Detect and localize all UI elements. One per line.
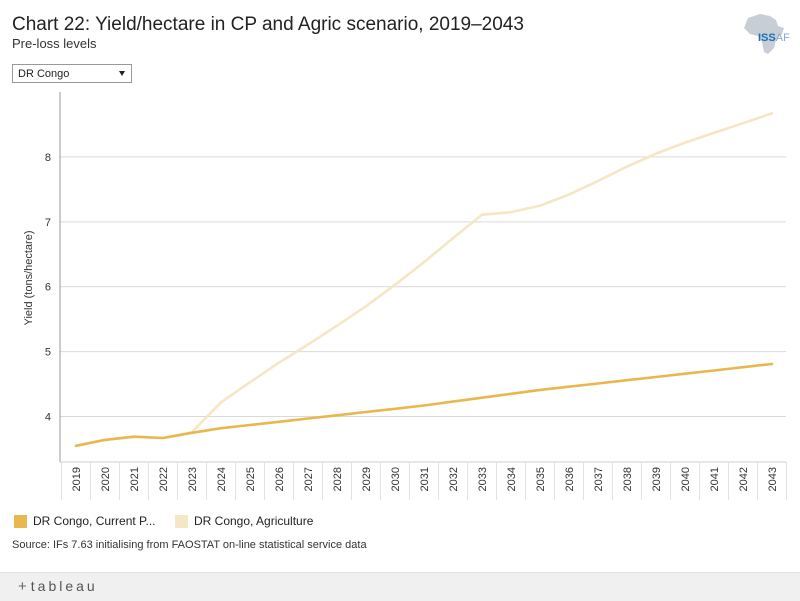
y-tick-label: 7: [45, 217, 51, 229]
country-filter-dropdown[interactable]: DR Congo: [12, 64, 132, 83]
y-tick-label: 5: [45, 347, 51, 359]
x-tick-label: 2037: [593, 467, 605, 491]
x-tick-label: 2036: [564, 467, 576, 491]
tableau-logo[interactable]: + tableau: [18, 578, 98, 595]
legend-label: DR Congo, Current P...: [33, 514, 156, 528]
y-axis-label: Yield (tons/hectare): [23, 231, 35, 326]
x-tick-label: 2032: [448, 467, 460, 491]
x-tick-label: 2038: [622, 467, 634, 491]
chevron-down-icon: [119, 71, 125, 76]
x-tick-label: 2039: [651, 467, 663, 491]
x-tick-label: 2024: [216, 467, 228, 491]
legend-swatch: [14, 514, 27, 528]
x-tick-label: 2023: [187, 467, 199, 491]
y-tick-label: 8: [45, 152, 51, 164]
line-chart: 4 5 6 7 8 2019 2020 2021 2022 2023 2024 2025 2026 202…: [23, 92, 787, 500]
x-tick-label: 2030: [390, 467, 402, 491]
y-tick-label: 4: [45, 412, 51, 424]
series-line-agriculture[interactable]: [74, 112, 774, 448]
tableau-footer: + tableau: [0, 572, 800, 601]
x-tick-label: 2029: [361, 467, 373, 491]
x-tick-label: 2042: [738, 467, 750, 491]
x-tick-label: 2019: [71, 467, 83, 491]
source-note: Source: IFs 7.63 initialising from FAOST…: [12, 539, 367, 551]
x-tick-label: 2033: [477, 467, 489, 491]
country-filter-value: DR Congo: [18, 68, 70, 80]
legend-item-agriculture[interactable]: DR Congo, Agriculture: [175, 514, 313, 528]
y-tick-label: 6: [45, 282, 51, 294]
x-tick-label: 2025: [245, 467, 257, 491]
legend-label: DR Congo, Agriculture: [194, 514, 314, 528]
x-tick-label: 2026: [274, 467, 286, 491]
x-tick-label: 2020: [100, 467, 112, 491]
x-tick-label: 2031: [419, 467, 431, 491]
x-tick-label: 2027: [303, 467, 315, 491]
series-line-current-path[interactable]: [74, 362, 774, 448]
x-tick-label: 2021: [129, 467, 141, 491]
x-tick-label: 2043: [767, 467, 779, 491]
chart-subtitle: Pre-loss levels: [12, 36, 97, 51]
chart-title: Chart 22: Yield/hectare in CP and Agric …: [12, 14, 524, 35]
logo-text: ISSAF: [758, 32, 790, 44]
x-tick-label: 2041: [709, 467, 721, 491]
x-tick-label: 2022: [158, 467, 170, 491]
legend-swatch: [175, 514, 188, 528]
x-tick-label: 2034: [506, 467, 518, 491]
x-tick-label: 2035: [535, 467, 547, 491]
africa-map-icon: [744, 14, 784, 54]
x-tick-label: 2028: [332, 467, 344, 491]
x-tick-label: 2040: [680, 467, 692, 491]
legend-item-current-path[interactable]: DR Congo, Current P...: [14, 514, 156, 528]
